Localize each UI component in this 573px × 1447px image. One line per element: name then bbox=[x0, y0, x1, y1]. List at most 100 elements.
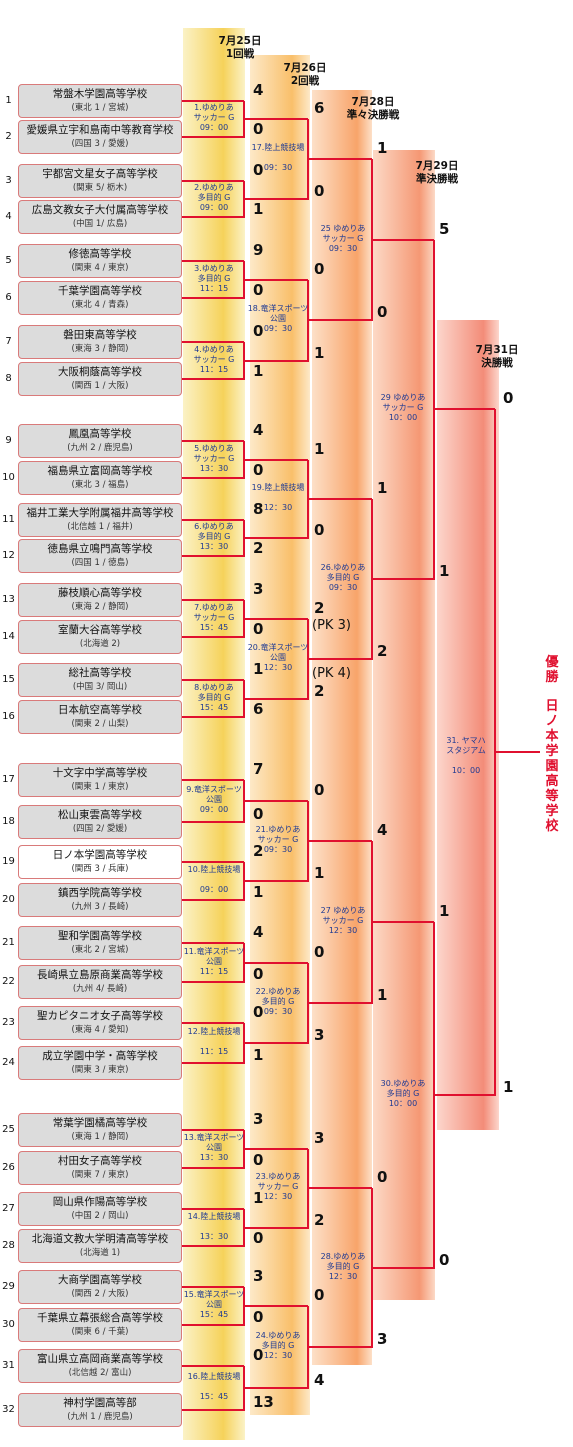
team-connector-line bbox=[182, 1365, 244, 1367]
team-region: (関東 6 / 千葉) bbox=[71, 1327, 129, 1337]
match-score-bottom: 0 bbox=[253, 1229, 264, 1247]
team-region: (中国 3/ 岡山) bbox=[72, 682, 128, 692]
team-region: (四国 3 / 愛媛) bbox=[71, 139, 129, 149]
team-connector-line bbox=[182, 636, 244, 638]
match-info: 30.ゆめりあ 多目的 G 10：00 bbox=[380, 1078, 426, 1108]
team-name: 常葉学園橘高等学校 bbox=[52, 1117, 148, 1129]
semifinal-column bbox=[373, 150, 435, 1300]
team-region: (関東 1 / 東京) bbox=[71, 782, 129, 792]
team-seed-number: 3 bbox=[5, 175, 12, 186]
match-info: 6.ゆめりあ 多目的 G 13：30 bbox=[194, 522, 234, 551]
match-score-bottom: 0 bbox=[314, 521, 325, 539]
team-region: (北海道 1) bbox=[79, 1248, 121, 1258]
team-region: (四国 1 / 徳島) bbox=[71, 558, 129, 568]
team-seed-number: 1 bbox=[5, 95, 12, 106]
match-score-bottom: 1 bbox=[439, 561, 450, 580]
match-info: 4.ゆめりあ サッカー G 11：15 bbox=[193, 344, 235, 374]
match-score-top: 1 bbox=[253, 1189, 264, 1207]
match-info: 29 ゆめりあ サッカー G 10：00 bbox=[380, 393, 426, 423]
team-box: 日本航空高等学校 (関東 2 / 山梨) bbox=[18, 700, 182, 734]
match-score-top: 1 bbox=[377, 478, 388, 497]
match-info: 26.ゆめりあ 多目的 G 09：30 bbox=[320, 562, 366, 592]
team-connector-line bbox=[182, 1022, 244, 1024]
match-info: 21.ゆめりあ サッカー G 09：30 bbox=[255, 825, 301, 854]
match-score-bottom: 2 bbox=[377, 641, 388, 660]
header-semifinal-date: 7月29日 bbox=[415, 160, 459, 172]
team-name: 千葉県立幕張総合高等学校 bbox=[37, 1312, 163, 1324]
match-score-bottom: 1 bbox=[503, 1077, 514, 1096]
match-info: 25 ゆめりあ サッカー G 09：30 bbox=[320, 223, 366, 253]
team-region: (東海 1 / 静岡) bbox=[71, 1132, 129, 1142]
team-box: 村田女子高等学校 (関東 7 / 東京) bbox=[18, 1151, 182, 1185]
team-seed-number: 22 bbox=[2, 976, 15, 987]
match-score-bottom: 3 bbox=[314, 1026, 325, 1044]
team-seed-number: 14 bbox=[2, 631, 15, 642]
advance-line bbox=[434, 408, 495, 411]
advance-line bbox=[495, 750, 540, 753]
team-connector-line bbox=[182, 1167, 244, 1169]
match-info: 23.ゆめりあ サッカー G 12：30 bbox=[255, 1172, 301, 1202]
team-name: 聖カピタニオ女子高等学校 bbox=[37, 1010, 163, 1022]
header-semifinal: 7月29日 準決勝戦 bbox=[402, 160, 472, 186]
match-score-top: 9 bbox=[253, 241, 264, 259]
team-box: 長崎県立島原商業高等学校 (九州 4/ 長崎) bbox=[18, 965, 182, 999]
header-round2-title: 2回戦 bbox=[290, 75, 320, 87]
match-score-top: 0 bbox=[253, 1003, 264, 1021]
match-score-bottom: 0 bbox=[314, 182, 325, 200]
advance-line bbox=[244, 1226, 308, 1229]
team-box: 千葉学園高等学校 (東北 4 / 青森) bbox=[18, 281, 182, 315]
match-score-bottom: 2 bbox=[253, 539, 264, 557]
match-info: 18.竜洋スポーツ 公園 09：30 bbox=[247, 304, 309, 333]
match-score-bottom: 0 bbox=[253, 1308, 264, 1326]
team-seed-number: 26 bbox=[2, 1162, 15, 1173]
team-connector-line bbox=[182, 440, 244, 442]
round2-column bbox=[250, 55, 310, 1415]
match-info: 12.陸上競技場 11：15 bbox=[187, 1027, 241, 1056]
team-name: 室蘭大谷高等学校 bbox=[58, 624, 142, 636]
team-seed-number: 15 bbox=[2, 674, 15, 685]
team-box: 常葉学園橘高等学校 (東海 1 / 静岡) bbox=[18, 1113, 182, 1147]
team-seed-number: 20 bbox=[2, 894, 15, 905]
advance-line bbox=[308, 1346, 372, 1348]
header-quarterfinal-date: 7月28日 bbox=[351, 96, 395, 108]
match-score-top: 1 bbox=[253, 660, 264, 678]
advance-line bbox=[244, 880, 308, 882]
team-seed-number: 11 bbox=[2, 514, 15, 525]
team-box: 福島県立富岡高等学校 (東北 3 / 福島) bbox=[18, 461, 182, 495]
match-score-bottom: 0 bbox=[253, 461, 264, 479]
match-score-top: 0 bbox=[314, 942, 325, 961]
match-score-bottom: 0 bbox=[253, 620, 264, 638]
match-score-top: 3 bbox=[253, 1110, 264, 1128]
team-seed-number: 29 bbox=[2, 1281, 15, 1292]
team-connector-line bbox=[182, 555, 244, 557]
team-name: 磐田東高等学校 bbox=[63, 329, 137, 341]
team-box: 成立学園中学・高等学校 (関東 3 / 東京) bbox=[18, 1046, 182, 1080]
match-score-bottom: 0 bbox=[439, 1250, 450, 1269]
team-connector-line bbox=[182, 341, 244, 343]
team-region: (東海 3 / 静岡) bbox=[71, 344, 129, 354]
team-seed-number: 31 bbox=[2, 1360, 15, 1371]
match-score-bottom: 1 bbox=[253, 200, 264, 218]
match-info: 3.ゆめりあ 多目的 G 11：15 bbox=[194, 263, 234, 293]
team-connector-line bbox=[182, 899, 244, 901]
team-seed-number: 19 bbox=[2, 856, 15, 867]
team-seed-number: 2 bbox=[5, 131, 12, 142]
advance-line bbox=[372, 577, 434, 580]
team-box: 聖和学園高等学校 (東北 2 / 宮城) bbox=[18, 926, 182, 960]
team-box: 藤枝順心高等学校 (東海 2 / 静岡) bbox=[18, 583, 182, 617]
header-semifinal-title: 準決勝戦 bbox=[416, 173, 458, 185]
match-score-top: 0 bbox=[314, 1286, 325, 1304]
match-info: 19.陸上競技場 12：30 bbox=[251, 482, 305, 512]
advance-line bbox=[244, 118, 308, 120]
team-region: (東海 4 / 愛知) bbox=[71, 1025, 129, 1035]
advance-line bbox=[308, 657, 372, 660]
team-name: 千葉学園高等学校 bbox=[58, 285, 142, 297]
team-connector-line bbox=[182, 861, 244, 863]
team-seed-number: 13 bbox=[2, 594, 15, 605]
team-connector-line bbox=[182, 821, 244, 823]
team-connector-line bbox=[182, 679, 244, 681]
team-name: 岡山県作陽高等学校 bbox=[52, 1196, 148, 1208]
match-score-top: 3 bbox=[253, 580, 264, 598]
team-connector-line bbox=[182, 477, 244, 479]
